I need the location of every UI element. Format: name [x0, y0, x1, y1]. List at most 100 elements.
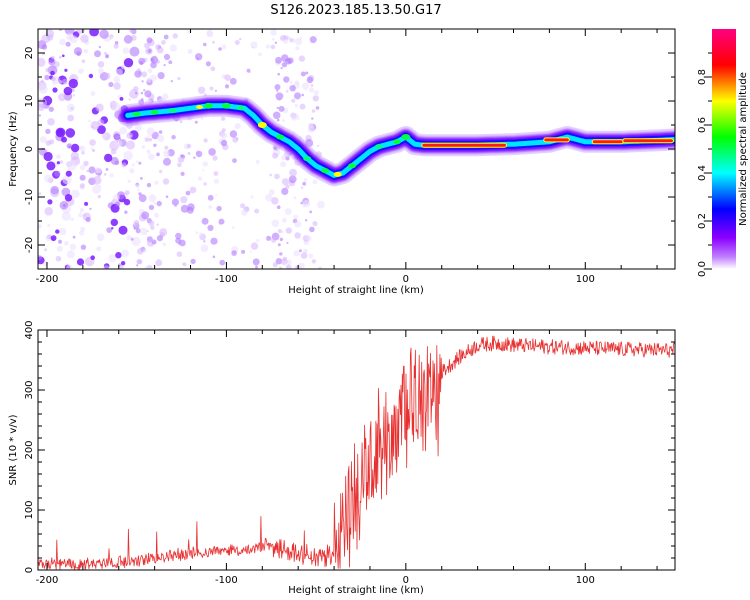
- noise-speckle: [67, 114, 74, 122]
- noise-speckle: [144, 137, 150, 142]
- noise-speckle: [80, 226, 85, 232]
- noise-speckle: [305, 235, 312, 242]
- noise-speckle: [62, 175, 72, 185]
- noise-speckle: [103, 265, 110, 269]
- noise-speckle: [131, 236, 141, 247]
- noise-speckle: [81, 59, 86, 63]
- noise-speckle: [285, 227, 292, 234]
- noise-speckle: [70, 217, 74, 222]
- noise-speckle: [308, 253, 314, 259]
- ridge-hotspot: [392, 139, 401, 145]
- noise-speckle: [197, 176, 203, 181]
- ridge-hotspot: [333, 171, 342, 177]
- noise-speckle: [38, 255, 42, 260]
- x-tick-label: -100: [215, 575, 238, 586]
- noise-speckle: [155, 44, 161, 50]
- noise-speckle: [187, 203, 195, 211]
- noise-speckle: [163, 53, 171, 61]
- noise-speckle: [272, 152, 279, 159]
- noise-speckle: [201, 217, 209, 225]
- noise-speckle: [285, 264, 292, 269]
- noise-speckle: [113, 194, 120, 201]
- noise-speckle: [137, 248, 144, 255]
- noise-speckle: [141, 145, 146, 149]
- noise-speckle: [70, 35, 78, 44]
- noise-speckle: [103, 51, 107, 55]
- noise-speckle: [115, 252, 122, 259]
- noise-speckle: [135, 124, 142, 132]
- ridge-hotspot: [132, 111, 141, 117]
- noise-speckle: [140, 177, 143, 180]
- noise-speckle: [274, 173, 280, 180]
- noise-speckles: [38, 29, 325, 269]
- noise-speckle: [224, 74, 231, 81]
- noise-speckle: [289, 80, 293, 84]
- noise-speckle: [205, 61, 211, 67]
- noise-speckle: [190, 258, 196, 265]
- noise-speckle: [58, 80, 63, 84]
- noise-speckle: [232, 158, 237, 164]
- noise-speckle: [306, 76, 314, 84]
- noise-speckle: [277, 229, 282, 233]
- noise-speckle: [148, 137, 153, 142]
- noise-speckle: [123, 150, 133, 161]
- colorbar-tick-label: 0.0: [697, 261, 708, 277]
- noise-speckle: [66, 250, 75, 259]
- noise-speckle: [294, 232, 301, 239]
- noise-speckle: [105, 168, 109, 171]
- noise-speckle: [207, 224, 214, 231]
- noise-speckle: [231, 250, 237, 256]
- noise-speckle: [240, 203, 246, 209]
- noise-speckle: [164, 145, 169, 150]
- y-tick-label: 300: [24, 380, 35, 399]
- noise-speckle: [45, 128, 51, 135]
- noise-speckle: [200, 117, 204, 121]
- noise-speckle: [161, 40, 166, 45]
- ridge-hotspot: [257, 122, 267, 128]
- noise-speckle: [268, 189, 275, 196]
- noise-speckle: [297, 262, 305, 269]
- noise-speckle: [129, 168, 135, 174]
- noise-speckle: [138, 192, 142, 196]
- noise-speckle: [55, 255, 62, 262]
- noise-speckle: [309, 36, 317, 44]
- noise-speckle: [96, 233, 105, 241]
- noise-speckle: [294, 220, 302, 228]
- noise-speckle: [294, 103, 298, 108]
- noise-speckle: [113, 43, 119, 49]
- noise-speckle: [163, 34, 169, 40]
- y-tick-label: 20: [24, 47, 35, 60]
- snr-xlabel: Height of straight line (km): [288, 585, 424, 596]
- noise-speckle: [146, 239, 155, 247]
- noise-speckle: [124, 210, 128, 214]
- noise-speckle: [289, 85, 296, 92]
- ridge-hotspot: [321, 168, 330, 174]
- noise-speckle: [293, 250, 300, 257]
- colorbar-axes: 0.0 0.2 0.4 0.6 0.8: [697, 52, 712, 277]
- noise-speckle: [126, 235, 132, 241]
- noise-speckle: [311, 259, 317, 264]
- noise-speckle: [202, 169, 205, 172]
- noise-speckle: [206, 30, 214, 38]
- noise-speckle: [141, 80, 144, 83]
- noise-speckle: [97, 194, 102, 199]
- noise-speckle: [304, 178, 308, 182]
- noise-speckle: [203, 182, 207, 186]
- noise-speckle: [153, 143, 157, 147]
- noise-speckle: [254, 208, 260, 214]
- noise-speckle: [180, 196, 188, 204]
- noise-speckle: [182, 262, 187, 267]
- noise-speckle: [50, 235, 57, 242]
- noise-speckle: [303, 248, 308, 254]
- noise-speckle: [96, 246, 102, 252]
- noise-speckle: [122, 47, 130, 54]
- noise-speckle: [138, 194, 147, 203]
- noise-speckle: [276, 89, 279, 92]
- noise-speckle: [203, 138, 208, 143]
- noise-speckle: [180, 171, 185, 176]
- noise-speckle: [123, 58, 134, 68]
- x-tick-label: 100: [576, 274, 595, 285]
- noise-speckle: [200, 244, 209, 253]
- noise-speckle: [108, 81, 114, 88]
